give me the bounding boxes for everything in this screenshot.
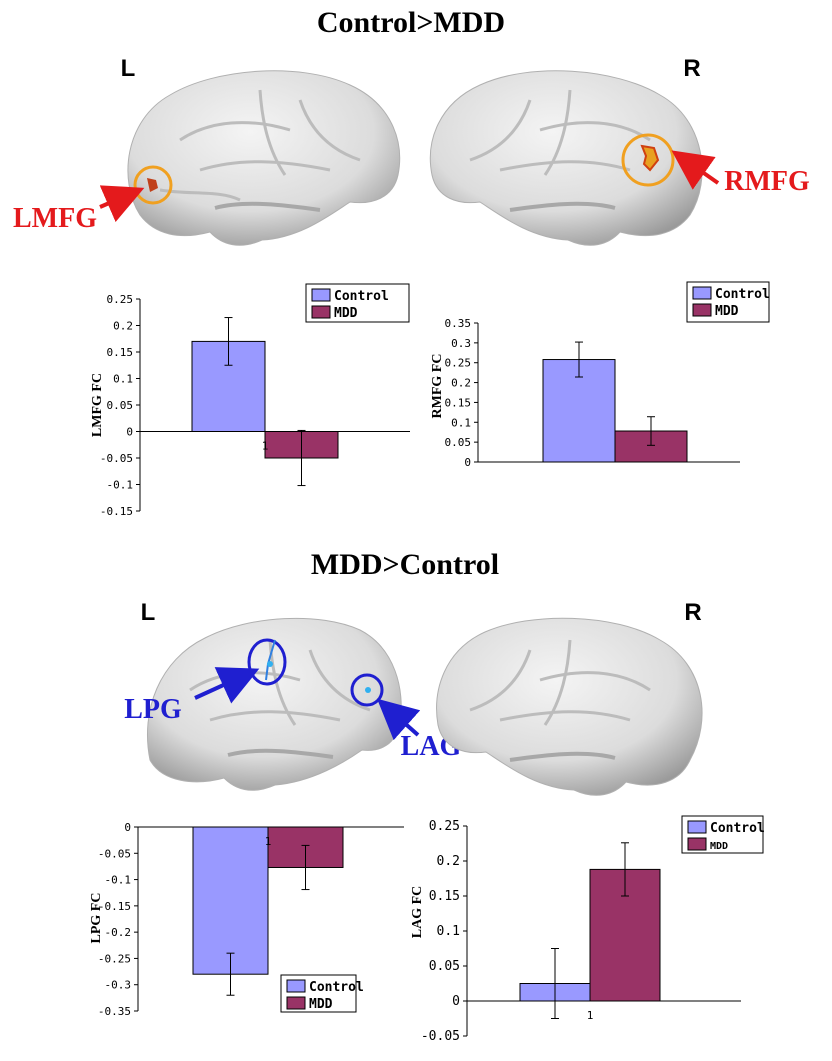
chart0-ytick-label: -0.1 <box>107 479 134 492</box>
chart2-ytick-label: 0 <box>124 821 131 834</box>
right-hemisphere-label-top: R <box>683 55 700 82</box>
brain-right-lateral-bottom <box>436 617 703 796</box>
chart3-legend-swatch-control <box>687 820 707 834</box>
chart0-ylabel: LMFG FC <box>90 373 105 437</box>
chart3-ytick-label: 0.15 <box>429 889 460 904</box>
chart3-ytick-label: 0.25 <box>429 819 460 834</box>
chart1-ytick-label: 0.25 <box>445 357 472 370</box>
chart1-legend-label-mdd: MDD <box>715 304 739 319</box>
section-title-bottom: MDD>Control <box>311 548 499 581</box>
lag-arrow <box>377 698 421 741</box>
chart3-legend-label-mdd: MDD <box>710 841 728 852</box>
lpg-arrow <box>194 667 260 704</box>
chart1-ytick-label: 0.1 <box>451 416 471 429</box>
chart3-ylabel: LAG FC <box>410 886 425 939</box>
chart2-legend-swatch-control <box>286 979 306 993</box>
chart0-legend-swatch-mdd <box>311 305 331 319</box>
chart2-ylabel: LPG FC <box>89 893 104 944</box>
chart3-ytick-label: 0.1 <box>437 924 460 939</box>
chart0-ytick-label: -0.05 <box>100 452 133 465</box>
chart2-ytick-label: -0.35 <box>98 1005 131 1018</box>
chart0-ytick-label: 0 <box>126 426 133 439</box>
chart1-legend-swatch-control <box>692 286 712 300</box>
chart0-ytick-label: -0.15 <box>100 505 133 518</box>
chart3-legend-swatch-mdd <box>687 837 707 851</box>
chart0-ytick-label: 0.2 <box>113 320 133 333</box>
rmfg-cluster <box>640 144 660 172</box>
chart1-legend-swatch-mdd <box>692 303 712 317</box>
chart2-ytick-label: -0.2 <box>105 926 132 939</box>
chart2-ytick-label: -0.05 <box>98 847 131 860</box>
brain-left-lateral-top <box>127 70 401 246</box>
chart0-legend-label-mdd: MDD <box>334 306 358 321</box>
lag-ring <box>350 673 384 707</box>
chart1-ytick-label: 0.05 <box>445 436 472 449</box>
chart1-ytick-label: 0 <box>464 456 471 469</box>
chart3-ytick-label: 0.05 <box>429 959 460 974</box>
chart0-legend-swatch-control <box>311 288 331 302</box>
chart0-ytick-label: 0.15 <box>107 346 134 359</box>
chart3-ytick-label: -0.05 <box>421 1029 460 1044</box>
chart2-ytick-label: -0.25 <box>98 952 131 965</box>
rmfg-arrow <box>671 150 720 190</box>
chart2-legend-swatch-mdd <box>286 996 306 1010</box>
chart3-ytick-label: 0 <box>452 994 460 1009</box>
chart3-ytick-label: 0.2 <box>437 854 460 869</box>
chart0-legend-label-control: Control <box>334 289 389 304</box>
left-hemisphere-label-top: L <box>121 55 136 82</box>
chart3-legend-label-control: Control <box>710 821 765 836</box>
chart2-ytick-label: -0.15 <box>98 900 131 913</box>
lpg-ring <box>247 638 287 686</box>
lag-cluster <box>365 687 371 693</box>
lmfg-arrow <box>99 185 145 223</box>
chart2-legend-label-control: Control <box>309 980 364 995</box>
left-hemisphere-label-bottom: L <box>141 599 156 626</box>
chart2-legend-label-mdd: MDD <box>309 997 333 1012</box>
chart1-ytick-label: 0.15 <box>445 396 472 409</box>
chart2-ytick-label: -0.1 <box>105 874 132 887</box>
chart1-legend-label-control: Control <box>715 287 770 302</box>
chart1-ytick-label: 0.35 <box>445 317 472 330</box>
chart0-ytick-label: 0.25 <box>107 293 134 306</box>
chart2-ytick-label: -0.3 <box>105 979 132 992</box>
chart1-ylabel: RMFG FC <box>430 354 445 419</box>
section-title-top: Control>MDD <box>317 6 505 39</box>
lmfg-cluster <box>147 178 158 192</box>
chart3-category-label: 1 <box>587 1009 594 1022</box>
chart0-ytick-label: 0.1 <box>113 373 133 386</box>
chart1-ytick-label: 0.2 <box>451 377 471 390</box>
chart2-bar-control <box>192 826 269 975</box>
charts-layer: 0.25 0.2 0.15 0.1 0.05 0 -0.05 -0.1 -0.15 1 LMFG F… <box>89 281 770 1044</box>
chart1-ytick-label: 0.3 <box>451 337 471 350</box>
lmfg-ring <box>133 165 173 205</box>
lpg-cluster-dot <box>267 661 273 667</box>
brain-right-lateral-top <box>429 70 703 246</box>
right-hemisphere-label-bottom: R <box>684 599 701 626</box>
lpg-label: LPG <box>124 694 182 725</box>
chart0-ytick-label: 0.05 <box>107 399 134 412</box>
rmfg-label: RMFG <box>724 166 810 197</box>
chart2-category-label: 1 <box>265 835 272 848</box>
chart0-category-label: 1 <box>262 440 269 453</box>
lmfg-label: LMFG <box>13 203 97 234</box>
